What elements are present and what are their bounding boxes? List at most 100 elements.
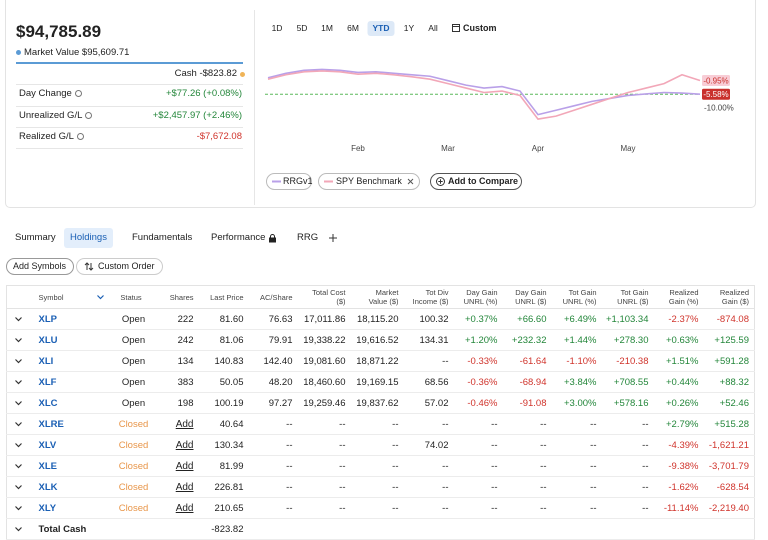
expand-icon[interactable]: [15, 484, 23, 490]
cell: +708.55: [601, 371, 654, 393]
expand-icon[interactable]: [96, 294, 104, 300]
legend-item[interactable]: RRGv1: [266, 173, 313, 190]
info-icon[interactable]: [74, 89, 82, 97]
cell: +66.60: [502, 308, 552, 330]
cell: [350, 518, 404, 540]
cash-label: Cash: [174, 68, 197, 79]
cell[interactable]: Add: [158, 455, 199, 477]
range-button[interactable]: All: [428, 23, 438, 33]
cell: --: [601, 476, 654, 498]
cell: -1.10%: [551, 350, 602, 372]
symbol[interactable]: XLP: [30, 308, 91, 330]
cell[interactable]: Add: [158, 497, 199, 519]
cell: --: [453, 413, 503, 435]
cell: --: [502, 434, 552, 456]
label: Day Change: [19, 88, 72, 99]
performance-chart: -10.00% Feb Mar Apr May -5.58% -0.95%: [265, 68, 734, 153]
expand-icon[interactable]: [15, 463, 23, 469]
expand-icon[interactable]: [15, 400, 23, 406]
expand-icon[interactable]: [15, 442, 23, 448]
symbol[interactable]: XLC: [30, 392, 91, 414]
cell[interactable]: Add: [158, 434, 199, 456]
expand-icon[interactable]: [15, 505, 23, 511]
table-row: XLP Open 222 81.60 76.63 17,011.86 18,115.20 10…: [6, 308, 755, 330]
cell: 142.40: [248, 350, 298, 372]
symbol[interactable]: XLU: [30, 329, 91, 351]
status: Open: [108, 308, 159, 330]
cell[interactable]: Add: [158, 476, 199, 498]
expand-icon[interactable]: [15, 379, 23, 385]
status: Open: [108, 329, 159, 351]
symbol[interactable]: XLI: [30, 350, 91, 372]
range-button[interactable]: 6M: [347, 23, 359, 33]
cell: --: [601, 413, 654, 435]
x-tick-label: Apr: [532, 144, 545, 153]
add-tab[interactable]: [329, 234, 337, 242]
cell: --: [453, 434, 503, 456]
symbol[interactable]: XLV: [30, 434, 91, 456]
cell: [502, 518, 552, 540]
header-cell: Tot Gain UNRL (%): [551, 285, 602, 309]
cell: +0.44%: [653, 371, 704, 393]
chevron: [15, 400, 23, 405]
range-button[interactable]: YTD: [367, 21, 395, 36]
cell: 198: [158, 392, 199, 414]
info-icon[interactable]: [76, 132, 84, 140]
cell[interactable]: Add: [158, 413, 199, 435]
expand-icon[interactable]: [15, 526, 23, 532]
symbol[interactable]: XLY: [30, 497, 91, 519]
symbol[interactable]: XLK: [30, 476, 91, 498]
summary-value: +$77.26 (+0.08%): [165, 88, 242, 99]
legend-item[interactable]: SPY Benchmark: [318, 173, 420, 190]
value-label-box: [702, 88, 730, 100]
label: Unrealized G/L: [19, 110, 83, 121]
panel-divider: [254, 10, 255, 205]
cell: +278.30: [601, 329, 654, 351]
tab[interactable]: Performance: [211, 232, 266, 243]
cell: --: [350, 497, 404, 519]
market-value-amount: $95,609.71: [81, 47, 130, 58]
symbol[interactable]: XLE: [30, 455, 91, 477]
custom-range[interactable]: Custom: [463, 23, 497, 33]
total-row: Total Cash -823.82: [6, 518, 755, 540]
range-button[interactable]: 1M: [321, 23, 333, 33]
symbol[interactable]: XLF: [30, 371, 91, 393]
range-button[interactable]: 1Y: [403, 23, 415, 33]
cell: 18,460.60: [297, 371, 351, 393]
expand-icon[interactable]: [15, 337, 23, 343]
status: Open: [108, 371, 159, 393]
expand-icon[interactable]: [15, 421, 23, 427]
header-cell: Day Gain UNRL (%): [453, 285, 503, 309]
add-symbols-button[interactable]: Add Symbols: [6, 258, 74, 275]
tab[interactable]: Fundamentals: [132, 232, 193, 243]
cell: --: [551, 476, 602, 498]
sort-cell: [90, 434, 109, 456]
chevron: [96, 294, 104, 299]
cell: --: [502, 497, 552, 519]
remove-icon[interactable]: [407, 178, 414, 185]
summary-card: [5, 0, 756, 208]
chevron: [15, 316, 23, 321]
add-compare-button[interactable]: Add to Compare: [430, 173, 522, 190]
cell: --: [350, 434, 404, 456]
expand-icon[interactable]: [15, 316, 23, 322]
cell: --: [297, 434, 351, 456]
summary-label: Realized G/L: [19, 130, 84, 144]
tab[interactable]: RRG: [297, 232, 319, 243]
header-cell: Tot Div Income ($): [403, 285, 454, 309]
symbol[interactable]: XLRE: [30, 413, 91, 435]
lock-icon: [269, 234, 276, 243]
header-cell: Status: [108, 285, 159, 309]
range-button[interactable]: 1D: [271, 23, 283, 33]
cell: 210.65: [198, 497, 249, 519]
expand-icon[interactable]: [15, 358, 23, 364]
cell: +3.00%: [551, 392, 602, 414]
custom-order-button[interactable]: Custom Order: [76, 258, 163, 275]
cell: +6.49%: [551, 308, 602, 330]
tab[interactable]: Holdings: [64, 228, 113, 248]
range-button[interactable]: 5D: [296, 23, 308, 33]
cell: 19,259.46: [297, 392, 351, 414]
cell: --: [403, 476, 454, 498]
info-icon[interactable]: [85, 111, 93, 119]
tab[interactable]: Summary: [15, 232, 56, 243]
